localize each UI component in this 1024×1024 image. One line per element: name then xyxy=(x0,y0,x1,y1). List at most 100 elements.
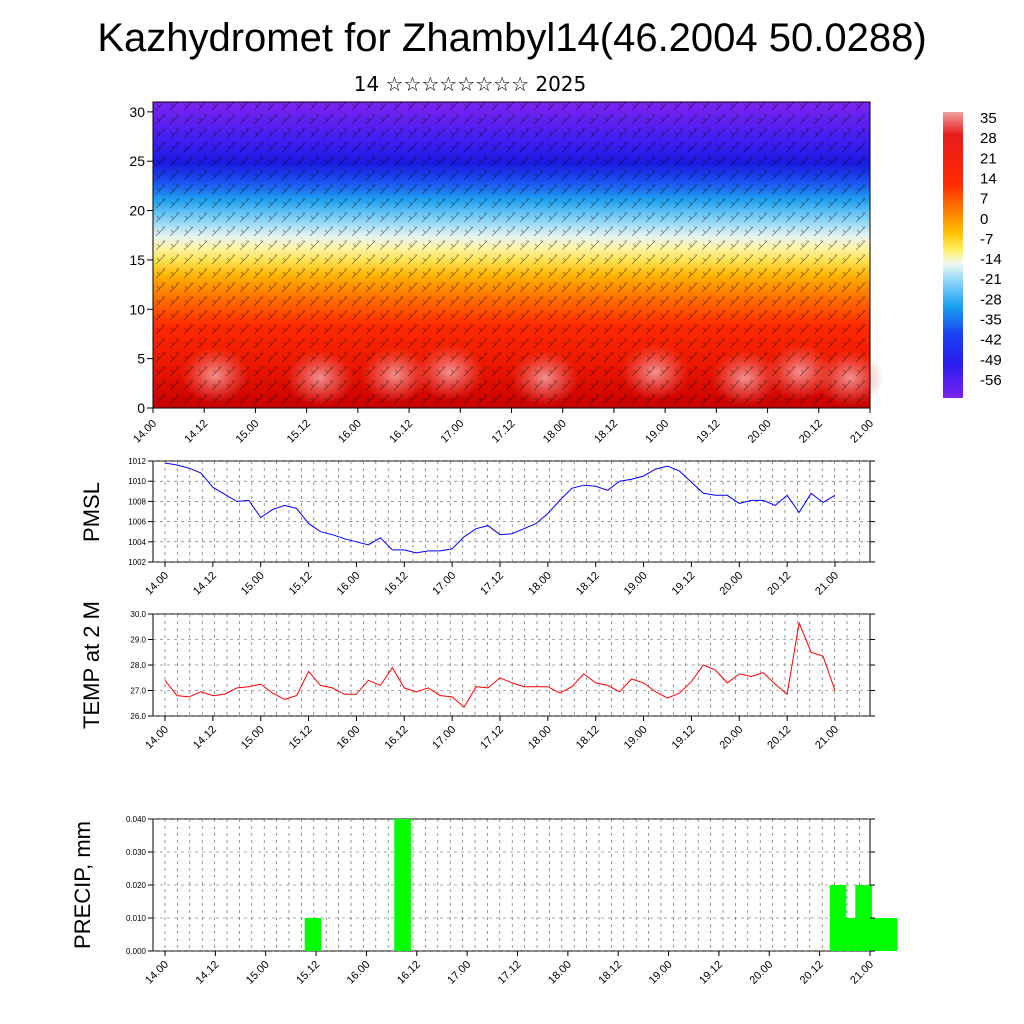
x-tick-label: 18.00 xyxy=(541,418,569,446)
colorbar-label: -14 xyxy=(980,251,1002,268)
x-tick-label: 18.00 xyxy=(526,570,554,598)
x-tick-label: 14.12 xyxy=(182,418,210,446)
x-tick-label: 17.12 xyxy=(478,724,506,752)
temp-series-line xyxy=(164,621,836,708)
precip-x-axis: 14.00 14.12 15.00 15.12 16.00 16.12 17.00 17.12… xyxy=(143,951,876,987)
x-tick-label: 17.00 xyxy=(445,959,473,987)
x-tick-label: 20.12 xyxy=(765,724,793,752)
y-tick-label: 5 xyxy=(137,351,145,367)
x-tick-label: 18.12 xyxy=(592,418,620,446)
x-tick-label: 17.00 xyxy=(430,570,458,598)
x-tick-label: 15.00 xyxy=(239,724,267,752)
x-tick-label: 21.00 xyxy=(813,570,841,598)
y-tick-label: 15 xyxy=(129,252,145,268)
x-tick-label: 19.12 xyxy=(695,418,723,446)
precip-grid xyxy=(153,818,870,952)
x-tick-label: 15.12 xyxy=(287,570,315,598)
x-tick-label: 19.12 xyxy=(670,724,698,752)
y-tick-label: 30 xyxy=(129,104,145,120)
y-tick-label: 1010 xyxy=(128,477,146,486)
colorbar-label: 35 xyxy=(980,110,997,127)
pmsl-panel: 1012 1010 1008 1006 1004 1002 14.00 14.12 15.00… xyxy=(79,457,875,598)
chart-title: Kazhydromet for Zhambyl14(46.2004 50.028… xyxy=(97,16,927,60)
colorbar-label: -42 xyxy=(980,332,1002,349)
y-tick-label: 0.000 xyxy=(126,947,147,956)
temp-panel: 30.0 29.0 28.0 27.0 26.0 14.00 14.12 15.00 15.1… xyxy=(79,601,875,752)
x-tick-label: 16.00 xyxy=(345,959,373,987)
x-tick-label: 18.12 xyxy=(574,724,602,752)
y-tick-label: 1006 xyxy=(128,518,146,527)
x-tick-label: 21.00 xyxy=(813,724,841,752)
y-tick-label: 0.020 xyxy=(126,881,147,890)
y-tick-label: 10 xyxy=(129,301,145,317)
x-tick-label: 18.00 xyxy=(546,959,574,987)
precip-ylabel: PRECIP, mm xyxy=(70,821,95,949)
precip-bar xyxy=(842,918,860,951)
x-tick-label: 16.00 xyxy=(335,724,363,752)
y-tick-label: 1002 xyxy=(128,558,146,567)
y-tick-label: 1012 xyxy=(128,457,146,466)
x-tick-label: 20.12 xyxy=(797,418,825,446)
temp-y-axis: 30.0 29.0 28.0 27.0 26.0 xyxy=(130,610,875,721)
temp-grid xyxy=(153,613,870,717)
precip-bar xyxy=(394,819,411,951)
cross-section-panel: 0 5 10 15 20 25 30 14.00 14.12 15.00 15.12 16.00 16… xyxy=(129,101,884,446)
x-tick-label: 14.12 xyxy=(194,959,222,987)
colorbar-label: -21 xyxy=(980,271,1002,288)
x-tick-label: 15.12 xyxy=(287,724,315,752)
pmsl-grid xyxy=(153,460,870,563)
x-tick-label: 15.00 xyxy=(234,418,262,446)
y-tick-label: 20 xyxy=(129,203,145,219)
colorbar-label: 7 xyxy=(980,191,988,208)
x-tick-label: 16.00 xyxy=(335,570,363,598)
y-tick-label: 25 xyxy=(129,153,145,169)
colorbar-gradient xyxy=(943,112,963,398)
x-tick-label: 19.00 xyxy=(647,959,675,987)
pmsl-x-axis: 14.00 14.12 15.00 15.12 16.00 16.12 17.00 17.12… xyxy=(143,562,841,598)
precip-bar xyxy=(855,885,872,951)
y-tick-label: 27.0 xyxy=(130,687,146,696)
precip-panel: 0.040 0.030 0.020 0.010 0.000 14.00 14.12 15.0… xyxy=(70,815,898,987)
x-tick-label: 14.00 xyxy=(143,570,171,598)
wind-barbs-overlay xyxy=(153,102,870,408)
x-tick-label: 14.12 xyxy=(191,570,219,598)
y-tick-label: 0.040 xyxy=(126,815,147,824)
temp-x-axis: 14.00 14.12 15.00 15.12 16.00 16.12 17.00 17.12… xyxy=(143,716,841,752)
precip-y-axis: 0.040 0.030 0.020 0.010 0.000 xyxy=(126,815,875,956)
x-tick-label: 14.00 xyxy=(143,724,171,752)
x-tick-label: 17.12 xyxy=(496,959,524,987)
colorbar-label: -28 xyxy=(980,291,1002,308)
temp-ylabel: TEMP at 2 M xyxy=(79,601,104,729)
x-tick-label: 20.00 xyxy=(746,418,774,446)
cross-section-y-axis: 0 5 10 15 20 25 30 xyxy=(129,104,153,416)
y-tick-label: 30.0 xyxy=(130,610,146,619)
colorbar: 35 28 21 14 7 0 -7 -14 -21 -28 -35 -42 -49 -56 xyxy=(943,110,1002,398)
y-tick-label: 28.0 xyxy=(130,661,146,670)
x-tick-label: 14.00 xyxy=(143,959,171,987)
precip-bar xyxy=(304,918,322,951)
y-tick-label: 29.0 xyxy=(130,636,146,645)
x-tick-label: 20.12 xyxy=(765,570,793,598)
x-tick-label: 17.00 xyxy=(438,418,466,446)
x-tick-label: 18.12 xyxy=(574,570,602,598)
colorbar-label: 0 xyxy=(980,211,988,228)
x-tick-label: 17.00 xyxy=(430,724,458,752)
x-tick-label: 15.00 xyxy=(239,570,267,598)
x-tick-label: 19.00 xyxy=(622,724,650,752)
x-tick-label: 20.12 xyxy=(798,959,826,987)
pmsl-ylabel: PMSL xyxy=(79,482,104,542)
precip-bar xyxy=(880,918,898,951)
pmsl-series-line xyxy=(164,462,836,554)
colorbar-label: -35 xyxy=(980,312,1002,329)
colorbar-label: -49 xyxy=(980,352,1002,369)
y-tick-label: 0.010 xyxy=(126,914,147,923)
x-tick-label: 21.00 xyxy=(848,418,876,446)
x-tick-label: 19.12 xyxy=(670,570,698,598)
x-tick-label: 16.12 xyxy=(382,570,410,598)
colorbar-label: 21 xyxy=(980,150,997,167)
x-tick-label: 19.00 xyxy=(643,418,671,446)
chart-subtitle: 14 ☆☆☆☆☆☆☆☆ 2025 xyxy=(353,72,587,96)
y-tick-label: 0.030 xyxy=(126,848,147,857)
colorbar-label: -7 xyxy=(980,231,993,248)
pmsl-frame xyxy=(152,460,871,563)
